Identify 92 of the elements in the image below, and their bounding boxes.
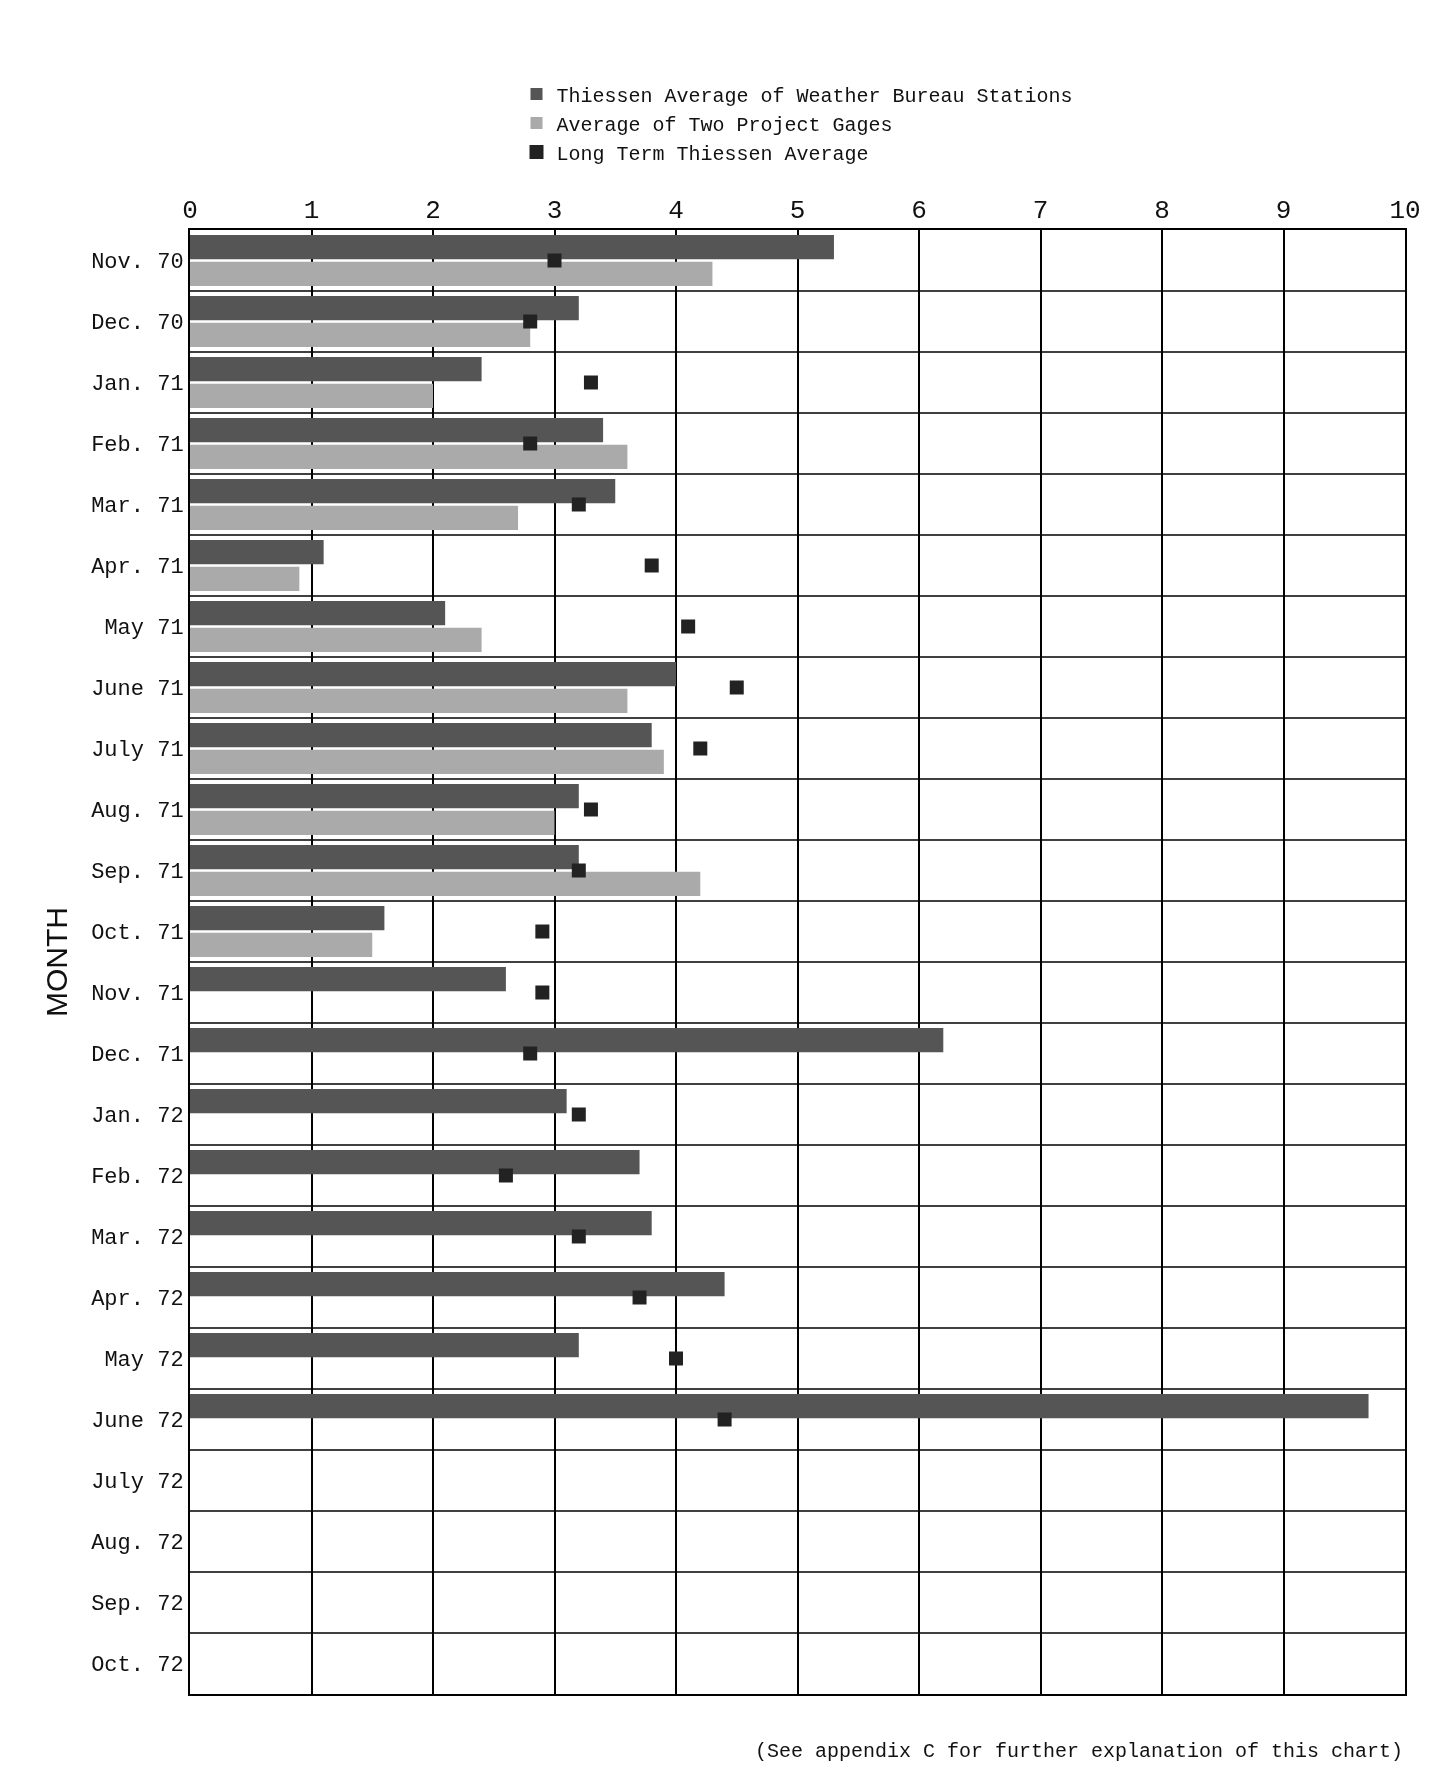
bar	[190, 810, 555, 835]
y-tick-label: Sep. 72	[91, 1592, 184, 1618]
bar	[190, 906, 385, 931]
bar	[190, 662, 676, 687]
point	[632, 1290, 647, 1305]
point	[523, 436, 538, 451]
bar	[190, 322, 531, 347]
point	[717, 1412, 732, 1427]
y-tick-label: Jan. 72	[91, 1104, 184, 1130]
y-tick-label: Mar. 71	[91, 494, 184, 520]
bar	[190, 749, 664, 774]
y-tick-label: July 71	[91, 738, 184, 764]
y-tick-label: July 72	[91, 1470, 184, 1496]
y-tick-label: Apr. 72	[91, 1287, 184, 1313]
y-tick-label: Aug. 71	[91, 799, 184, 825]
point	[571, 497, 586, 512]
bar	[190, 418, 604, 443]
text: (See appendix C for further explanation of this chart)	[755, 1740, 1404, 1763]
bar	[190, 601, 446, 626]
x-tick-label: 4	[668, 195, 684, 226]
x-tick-label: 9	[1275, 195, 1292, 226]
x-tick-label: 3	[546, 195, 563, 226]
y-tick-label: Feb. 71	[91, 433, 184, 459]
bar	[190, 1028, 944, 1053]
point	[583, 375, 598, 390]
point	[571, 1229, 586, 1244]
y-tick-label: June 71	[91, 677, 184, 703]
bar	[190, 566, 300, 591]
x-tick-label: 0	[182, 195, 198, 226]
y-tick-label: Sep. 71	[91, 860, 184, 886]
bar	[190, 357, 482, 382]
y-tick-label: Aug. 72	[91, 1531, 184, 1557]
point	[535, 924, 550, 939]
bar	[190, 932, 373, 957]
bar	[190, 444, 628, 469]
bar	[190, 627, 482, 652]
point	[583, 802, 598, 817]
y-tick-label: Nov. 71	[91, 982, 184, 1008]
bar	[190, 296, 579, 321]
y-tick-label: Nov. 70	[91, 250, 184, 276]
y-axis-title: MONTH	[39, 907, 73, 1017]
bar	[190, 1394, 1369, 1419]
y-tick-label: Oct. 72	[91, 1653, 184, 1679]
y-tick-label: Mar. 72	[91, 1226, 184, 1252]
point	[681, 619, 696, 634]
y-tick-label: Jan. 71	[91, 372, 184, 398]
point	[547, 253, 562, 268]
legend-label: Thiessen Average of Weather Bureau Stations	[556, 84, 1073, 108]
point	[693, 741, 708, 756]
bar	[190, 540, 324, 565]
point	[644, 558, 659, 573]
y-tick-label: May 72	[104, 1348, 184, 1374]
bar	[190, 383, 433, 408]
bar	[190, 1211, 652, 1236]
bar	[190, 871, 701, 896]
bar	[190, 845, 579, 870]
point	[571, 863, 586, 878]
x-tick-label: 5	[789, 195, 806, 226]
bar	[190, 505, 519, 530]
y-tick-label: May 71	[104, 616, 184, 642]
bar	[190, 688, 628, 713]
bar	[190, 723, 652, 748]
bar	[190, 261, 713, 286]
x-tick-label: 10	[1389, 195, 1421, 226]
bar	[190, 967, 506, 992]
point	[523, 314, 538, 329]
y-tick-label: Dec. 70	[91, 311, 184, 337]
x-tick-label: 6	[911, 195, 927, 226]
x-tick-label: 1	[303, 195, 320, 226]
legend-label: Average of Two Project Gages	[556, 113, 893, 137]
bar	[190, 1150, 640, 1175]
bar	[190, 479, 616, 504]
point	[729, 680, 744, 695]
y-tick-label: June 72	[91, 1409, 184, 1435]
y-tick-label: Feb. 72	[91, 1165, 184, 1191]
point	[669, 1351, 683, 1366]
y-tick-label: Oct. 71	[91, 921, 184, 947]
bar	[190, 784, 579, 809]
x-tick-label: 2	[425, 195, 441, 226]
point	[571, 1107, 586, 1122]
x-tick-label: 8	[1154, 195, 1170, 226]
y-tick-label: Apr. 71	[91, 555, 184, 581]
point	[535, 985, 550, 1000]
legend-label: Long Term Thiessen Average	[556, 142, 869, 166]
x-tick-label: 7	[1032, 195, 1049, 226]
bar	[190, 1272, 725, 1297]
bar	[190, 1333, 579, 1358]
y-tick-label: Dec. 71	[91, 1043, 184, 1069]
point	[498, 1168, 513, 1183]
point	[523, 1046, 538, 1061]
bar	[190, 235, 834, 260]
bar	[190, 1089, 567, 1114]
